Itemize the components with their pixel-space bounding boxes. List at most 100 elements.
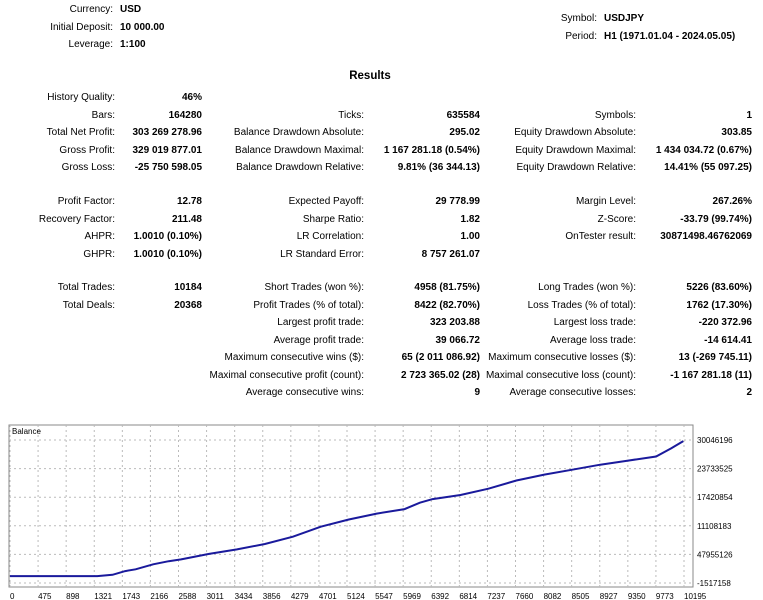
result-label: Maximal consecutive loss (count): xyxy=(485,369,636,381)
result-label: Balance Drawdown Maximal: xyxy=(235,144,364,156)
x-tick-label: 5124 xyxy=(347,592,365,600)
result-label: Maximal consecutive profit (count): xyxy=(209,369,364,381)
y-tick-label: 30046196 xyxy=(697,436,733,445)
result-label: Total Net Profit: xyxy=(46,127,115,138)
x-tick-label: 4701 xyxy=(319,592,337,600)
result-value: -33.79 (99.74%) xyxy=(680,213,752,225)
result-value: 39 066.72 xyxy=(435,334,481,346)
x-tick-label: 5547 xyxy=(375,592,393,600)
legend-label: Balance xyxy=(12,427,41,436)
header-label: Initial Deposit: xyxy=(50,21,113,33)
result-label: Margin Level: xyxy=(575,196,636,207)
result-label: Bars: xyxy=(91,109,115,121)
x-tick-label: 0 xyxy=(10,592,15,600)
result-value: 1.82 xyxy=(460,213,480,225)
result-label: Total Deals: xyxy=(62,299,115,311)
header-label: Period: xyxy=(565,30,597,42)
result-label: Gross Profit: xyxy=(59,144,115,156)
result-label: Largest loss trade: xyxy=(553,317,636,328)
x-tick-label: 1321 xyxy=(94,592,112,600)
result-value: 46% xyxy=(181,92,202,103)
result-label: Equity Drawdown Relative: xyxy=(516,162,637,173)
result-value: -1 167 281.18 (11) xyxy=(670,369,752,381)
x-tick-label: 4279 xyxy=(291,592,309,600)
header-value: 1:100 xyxy=(120,39,146,50)
result-value: 9.81% (36 344.13) xyxy=(397,162,480,173)
result-label: Recovery Factor: xyxy=(38,213,115,225)
x-tick-label: 5969 xyxy=(403,592,421,600)
result-label: Short Trades (won %): xyxy=(264,282,364,293)
x-tick-label: 10195 xyxy=(684,592,707,600)
x-tick-label: 898 xyxy=(66,592,80,600)
x-tick-label: 475 xyxy=(38,592,52,600)
result-value: 14.41% (55 097.25) xyxy=(664,162,752,173)
result-label: Z-Score: xyxy=(597,213,636,225)
result-label: Maximum consecutive wins ($): xyxy=(224,352,364,363)
result-value: 1.0010 (0.10%) xyxy=(133,248,202,260)
y-tick-label: 11108183 xyxy=(697,522,732,531)
result-value: 10184 xyxy=(174,282,202,293)
result-value: 267.26% xyxy=(712,196,752,207)
result-value: 211.48 xyxy=(171,213,202,225)
header-value: 10 000.00 xyxy=(120,21,165,33)
x-tick-label: 6392 xyxy=(431,592,449,600)
result-value: 295.02 xyxy=(449,127,480,138)
result-value: 13 (-269 745.11) xyxy=(678,352,752,363)
y-tick-label: 23733525 xyxy=(697,465,733,474)
result-label: Ticks: xyxy=(338,109,364,121)
result-value: 20368 xyxy=(174,299,202,311)
result-label: Maximum consecutive losses ($): xyxy=(488,352,636,363)
result-value: 1 xyxy=(746,109,752,121)
result-label: Average loss trade: xyxy=(550,334,636,346)
balance-chart: 30046196 23733525 17420854 11108183 47955126… xyxy=(8,424,733,600)
x-tick-label: 3011 xyxy=(207,592,225,600)
result-value: 2 xyxy=(746,387,752,398)
result-value: 5226 (83.60%) xyxy=(686,282,752,293)
result-value: 9 xyxy=(474,387,480,398)
x-tick-label: 2166 xyxy=(150,592,168,600)
result-value: 29 778.99 xyxy=(435,196,481,207)
result-value: 1762 (17.30%) xyxy=(686,299,752,311)
result-label: Average consecutive losses: xyxy=(509,387,636,398)
result-label: LR Correlation: xyxy=(296,231,364,242)
result-label: Expected Payoff: xyxy=(288,196,364,207)
result-label: Average profit trade: xyxy=(273,334,364,346)
x-tick-label: 3856 xyxy=(263,592,281,600)
result-value: 329 019 877.01 xyxy=(132,144,202,156)
result-value: 303 269 278.96 xyxy=(132,127,202,138)
result-value: 1.00 xyxy=(460,231,480,242)
header-label: Leverage: xyxy=(68,39,113,50)
header-value: USD xyxy=(120,4,142,15)
result-label: AHPR: xyxy=(84,231,115,242)
result-label: Average consecutive wins: xyxy=(245,387,364,398)
x-tick-label: 8505 xyxy=(572,592,590,600)
y-tick-label: 47955126 xyxy=(697,550,733,559)
x-tick-label: 1743 xyxy=(122,592,140,600)
result-label: History Quality: xyxy=(47,92,115,103)
x-tick-label: 8082 xyxy=(544,592,562,600)
result-label: Loss Trades (% of total): xyxy=(527,299,636,311)
y-tick-label: 17420854 xyxy=(697,493,733,502)
header-value: H1 (1971.01.04 - 2024.05.05) xyxy=(604,30,736,42)
result-value: -25 750 598.05 xyxy=(134,162,202,173)
result-value: -220 372.96 xyxy=(698,317,752,328)
results-title: Results xyxy=(349,70,391,82)
result-label: Gross Loss: xyxy=(61,162,115,173)
y-tick-label: -1517158 xyxy=(697,579,731,588)
result-label: Profit Factor: xyxy=(57,196,115,207)
result-label: LR Standard Error: xyxy=(280,248,364,260)
result-value: 1 167 281.18 (0.54%) xyxy=(383,144,480,156)
result-value: 8 757 261.07 xyxy=(421,248,480,260)
result-label: GHPR: xyxy=(83,248,115,260)
result-label: Largest profit trade: xyxy=(277,317,364,328)
result-label: Long Trades (won %): xyxy=(538,282,636,293)
x-tick-label: 2588 xyxy=(179,592,197,600)
x-tick-label: 9773 xyxy=(656,592,674,600)
result-value: 30871498.46762069 xyxy=(660,231,752,242)
result-label: Equity Drawdown Absolute: xyxy=(514,127,636,138)
result-value: 323 203.88 xyxy=(429,317,480,328)
result-value: 65 (2 011 086.92) xyxy=(401,352,480,363)
result-label: Balance Drawdown Relative: xyxy=(236,162,364,173)
result-value: 12.78 xyxy=(176,196,202,207)
header-value: USDJPY xyxy=(604,13,645,24)
